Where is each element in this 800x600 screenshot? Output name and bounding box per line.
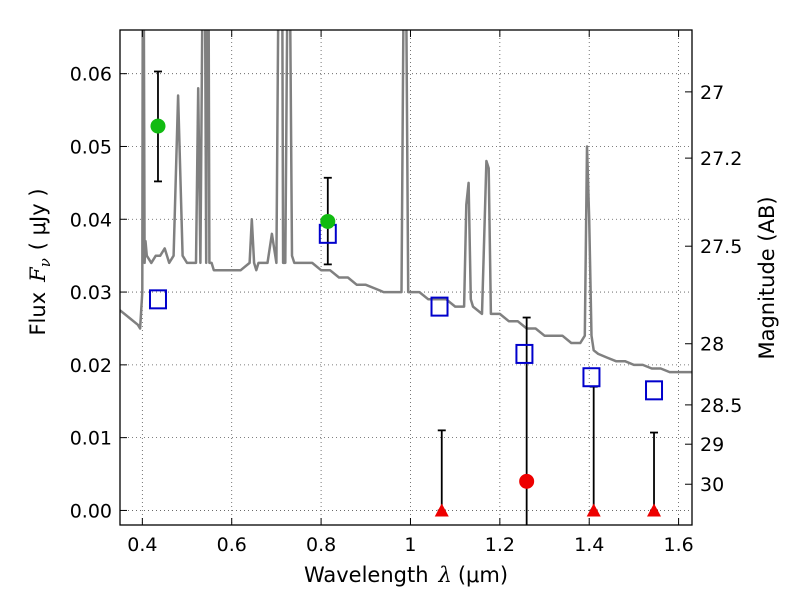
x-ticks: 0.4 0.6 0.8 1 1.2 1.4 1.6 [127, 30, 694, 556]
model-square [515, 343, 534, 364]
magnitude-tick-label: 27.2 [700, 148, 742, 170]
magnitude-tick-label: 27 [700, 82, 724, 104]
y-axis-label-symbol: F [26, 266, 50, 283]
y-tick-label: 0.01 [70, 428, 112, 450]
y-tick-label: 0.05 [70, 136, 112, 158]
x-tick-label: 1.4 [574, 534, 604, 556]
x-axis-label-symbol: λ [438, 563, 452, 587]
model-square [645, 380, 664, 401]
upper-limit-marker [586, 503, 601, 517]
model-square [148, 289, 167, 310]
upper-limit-marker [434, 503, 449, 517]
x-tick-label: 1 [404, 534, 416, 556]
x-axis-label: Wavelength λ (μm) [304, 563, 508, 587]
magnitude-tick-label: 29 [700, 434, 724, 456]
right-axis-label: Magnitude (AB) [755, 196, 779, 359]
x-tick-label: 1.2 [485, 534, 515, 556]
plot-frame [119, 29, 693, 526]
sed-line [120, 30, 692, 374]
y-axis-label-units: ( μJy ) [26, 188, 50, 250]
x-tick-label: 1.6 [663, 534, 693, 556]
y-axis-label-subscript: ν [36, 258, 54, 267]
x-tick-label: 0.6 [217, 534, 247, 556]
magnitude-tick-label: 28 [700, 334, 724, 356]
y-tick-label: 0.02 [70, 355, 112, 377]
y-axis-label-text: Flux [26, 292, 50, 336]
x-tick-label: 0.8 [306, 534, 336, 556]
y-tick-label: 0.03 [70, 282, 112, 304]
magnitude-ticks: 27 27.2 27.5 28 28.5 29 30 [685, 82, 742, 496]
nondetection-point [519, 473, 535, 489]
magnitude-tick-label: 28.5 [700, 395, 742, 417]
detection-point [320, 213, 336, 229]
model-square [582, 367, 601, 388]
sed-series [120, 30, 692, 374]
x-tick-label: 0.4 [127, 534, 157, 556]
axes-frame [119, 29, 693, 526]
magnitude-tick-label: 27.5 [700, 236, 742, 258]
x-axis-label-text: Wavelength [304, 563, 429, 587]
detection-point [150, 118, 166, 134]
y-axis-label: Flux Fν ( μJy ) [26, 188, 54, 335]
y-tick-label: 0.04 [70, 209, 112, 231]
upper-limit-marker [647, 503, 662, 517]
y-tick-label: 0.00 [70, 500, 112, 522]
y-tick-label: 0.06 [70, 64, 112, 86]
x-axis-label-units: (μm) [458, 563, 508, 587]
y-ticks: 0.00 0.01 0.02 0.03 0.04 0.05 0.06 [70, 64, 127, 522]
magnitude-tick-label: 30 [700, 474, 724, 496]
markers [148, 118, 664, 517]
model-square [430, 296, 449, 317]
